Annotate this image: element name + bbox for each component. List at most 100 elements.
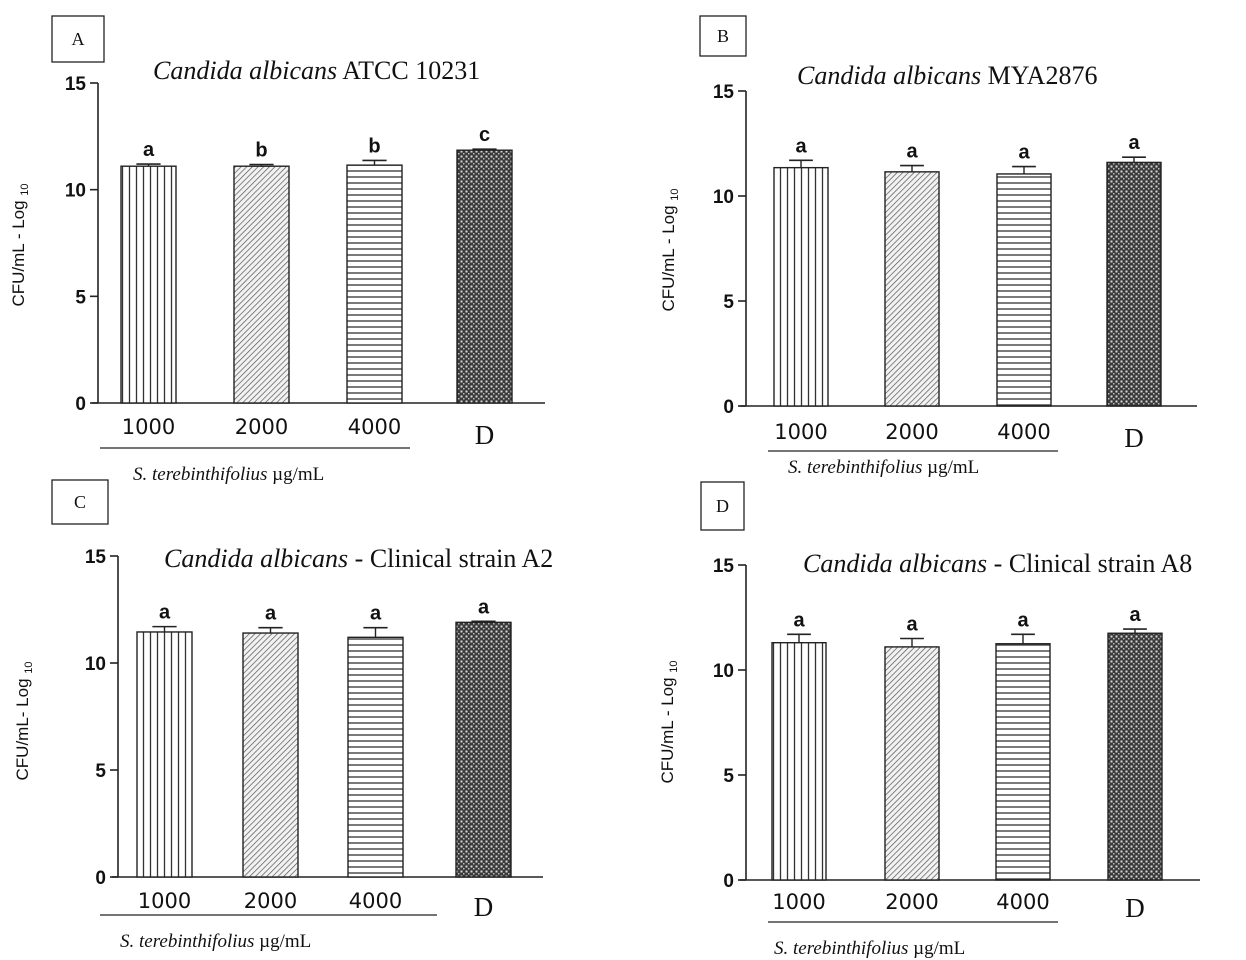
bar: [884, 646, 940, 881]
x-tick-label: 2000: [235, 415, 288, 439]
title-italic: Candida albicans: [803, 549, 987, 578]
y-tick-label: 0: [75, 394, 86, 415]
y-tick-label: 10: [713, 187, 734, 208]
x-tick-label: 1000: [138, 889, 191, 913]
panel-label-box: [699, 15, 747, 57]
x-tick-label: 4000: [348, 415, 401, 439]
panel-label: B: [717, 26, 729, 46]
bar: [242, 632, 299, 878]
bar: [995, 643, 1051, 881]
x-tick-label: 2000: [885, 890, 938, 914]
bar: [347, 636, 404, 878]
x-axis-label-rest: µg/mL: [922, 457, 979, 478]
x-tick-label: 4000: [996, 890, 1049, 914]
y-axis-label: CFU/mL - Log 10: [659, 188, 681, 311]
x-tick-label: 4000: [349, 889, 402, 913]
bar: [456, 149, 513, 404]
panel-label: C: [74, 492, 86, 512]
bar: [1106, 161, 1162, 407]
panel-b: B Candida albicans MYA2876 0 5 10 15 CFU/mL - …: [659, 15, 1197, 478]
bar: [136, 631, 193, 878]
significance-label: a: [265, 603, 277, 625]
y-axis-label-main: CFU/mL- Log: [13, 674, 32, 781]
y-tick-label: 5: [723, 292, 734, 313]
x-axis-label-italic: S. terebinthifolius: [774, 938, 908, 959]
x-axis-label: S. terebinthifolius µg/mL: [774, 938, 965, 959]
y-tick-label: 0: [723, 871, 734, 892]
x-tick-label: 1000: [774, 420, 827, 444]
panel-label-box: [51, 479, 109, 525]
y-axis-label-main: CFU/mL - Log: [658, 673, 677, 784]
significance-label: b: [255, 139, 267, 161]
y-tick-label: 10: [713, 661, 734, 682]
significance-label: a: [1017, 609, 1029, 631]
significance-label: a: [370, 603, 382, 625]
x-axis-label-rest: µg/mL: [908, 938, 965, 959]
bar: [120, 165, 177, 404]
bar: [773, 166, 829, 407]
significance-label: a: [478, 596, 490, 618]
y-tick-label: 5: [723, 766, 734, 787]
x-tick-label: D: [1124, 423, 1144, 453]
panel-label: A: [72, 29, 85, 49]
y-axis-label: CFU/mL- Log 10: [13, 662, 35, 781]
y-axis-label: CFU/mL - Log 10: [9, 183, 31, 306]
significance-label: a: [1128, 132, 1140, 154]
x-axis-label-italic: S. terebinthifolius: [120, 931, 254, 952]
title-italic: Candida albicans: [164, 544, 348, 573]
chart-title: Candida albicans ATCC 10231: [153, 56, 480, 85]
bar: [1107, 632, 1163, 881]
title-italic: Candida albicans: [797, 61, 981, 90]
y-axis-label-main: CFU/mL - Log: [659, 201, 678, 312]
y-axis-label-main: CFU/mL - Log: [9, 196, 28, 307]
chart-title: Candida albicans - Clinical strain A8: [803, 549, 1192, 578]
panel-label-box: [700, 481, 745, 531]
y-tick-label: 5: [95, 761, 106, 782]
y-axis-label-sub: 10: [19, 183, 31, 195]
chart-title: Candida albicans - Clinical strain A2: [164, 544, 553, 573]
y-tick-label: 15: [65, 74, 87, 95]
x-axis-label-italic: S. terebinthifolius: [133, 464, 267, 485]
y-axis-label-sub: 10: [669, 188, 681, 200]
bar: [884, 171, 940, 407]
x-axis-label-rest: µg/mL: [254, 931, 311, 952]
x-tick-label: D: [1125, 893, 1145, 923]
significance-label: c: [479, 124, 490, 146]
title-rest: ATCC 10231: [337, 56, 480, 85]
title-rest: MYA2876: [981, 61, 1097, 90]
y-tick-label: 15: [85, 547, 107, 568]
bar: [455, 621, 512, 878]
bar: [771, 642, 827, 881]
y-tick-label: 10: [65, 181, 86, 202]
y-tick-label: 10: [85, 654, 106, 675]
y-tick-label: 15: [713, 82, 735, 103]
panel-label: D: [716, 496, 729, 516]
y-axis-label-sub: 10: [23, 662, 35, 674]
significance-label: a: [906, 141, 918, 163]
x-axis-label: S. terebinthifolius µg/mL: [133, 464, 324, 485]
y-axis-label: CFU/mL - Log 10: [658, 660, 680, 783]
x-tick-label: 2000: [885, 420, 938, 444]
y-tick-label: 15: [713, 556, 735, 577]
y-axis-label-sub: 10: [668, 660, 680, 672]
panel-c: C Candida albicans - Clinical strain A2 0 5…: [13, 479, 553, 952]
significance-label: a: [1018, 142, 1030, 164]
significance-label: a: [906, 614, 918, 636]
significance-label: a: [159, 602, 171, 624]
bar: [346, 164, 403, 404]
y-tick-label: 5: [75, 287, 86, 308]
x-axis-label: S. terebinthifolius µg/mL: [788, 457, 979, 478]
significance-label: b: [368, 135, 380, 157]
x-axis-label-rest: µg/mL: [267, 464, 324, 485]
significance-label: a: [795, 135, 807, 157]
x-tick-label: 1000: [772, 890, 825, 914]
x-tick-label: 1000: [122, 415, 175, 439]
panel-d: D Candida albicans - Clinical strain A8 0 5…: [658, 481, 1200, 959]
title-rest: - Clinical strain A2: [348, 544, 553, 573]
title-rest: - Clinical strain A8: [987, 549, 1192, 578]
panel-label-box: [51, 15, 105, 63]
x-tick-label: 4000: [997, 420, 1050, 444]
x-axis-label: S. terebinthifolius µg/mL: [120, 931, 311, 952]
x-tick-label: 2000: [244, 889, 297, 913]
